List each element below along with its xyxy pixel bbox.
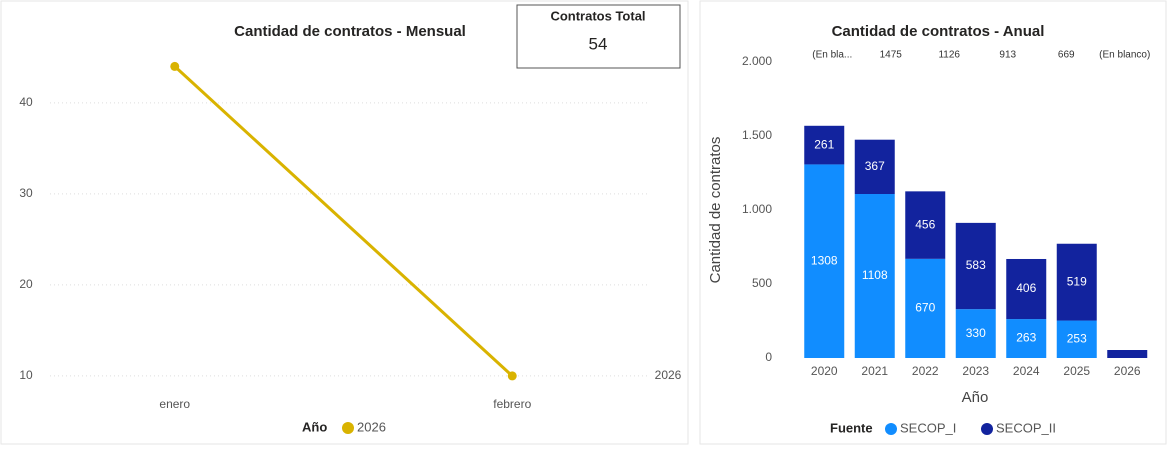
bar-segment xyxy=(854,194,895,358)
card xyxy=(516,4,681,69)
x-tick-label: 2023 xyxy=(962,364,989,378)
bar-segment xyxy=(905,191,946,259)
y-axis-label: Cantidad de contratos xyxy=(707,137,724,284)
series-end-label: 2026 xyxy=(655,368,682,382)
legend-swatch xyxy=(885,423,897,435)
card-value: 54 xyxy=(589,34,608,53)
y-tick-label: 20 xyxy=(19,277,33,291)
legend-swatch xyxy=(981,423,993,435)
y-tick-label: 500 xyxy=(752,276,772,290)
bar-segment xyxy=(955,222,996,310)
bar-segment xyxy=(804,164,845,358)
total-label: (En blanco) xyxy=(1099,50,1150,61)
legend-label: SECOP_I xyxy=(900,420,956,435)
x-tick-label: 2025 xyxy=(1063,364,1090,378)
x-tick-label: 2022 xyxy=(912,364,939,378)
y-tick-label: 30 xyxy=(19,186,33,200)
point xyxy=(507,371,517,381)
bar-segment xyxy=(1107,350,1148,358)
data-label: 330 xyxy=(966,326,986,340)
y-tick-label: 1.000 xyxy=(742,202,772,216)
x-tick-label: 2026 xyxy=(1114,364,1141,378)
y-tick-label: 2.000 xyxy=(742,54,772,68)
data-label: 367 xyxy=(865,159,885,173)
total-label: 1475 xyxy=(880,50,903,61)
bar-segment xyxy=(1056,320,1097,358)
bar-segment xyxy=(1006,319,1047,358)
legend-label: 2026 xyxy=(357,419,386,434)
data-label: 261 xyxy=(814,137,834,151)
bar-segment xyxy=(1056,243,1097,321)
x-tick-label: febrero xyxy=(493,397,531,411)
total-label: 669 xyxy=(1058,50,1075,61)
total-label: (En bla... xyxy=(812,50,852,61)
y-tick-label: 0 xyxy=(765,350,772,364)
data-label: 253 xyxy=(1067,331,1087,345)
data-label: 1108 xyxy=(862,268,888,282)
bar-segment xyxy=(1006,258,1047,320)
bar-segment xyxy=(905,258,946,358)
data-label: 406 xyxy=(1016,281,1036,295)
total-label: 913 xyxy=(999,50,1016,61)
x-axis-label: Año xyxy=(962,389,989,406)
x-tick-label: enero xyxy=(159,397,190,411)
legend-label: SECOP_II xyxy=(996,420,1056,435)
bar-segment xyxy=(804,125,845,165)
x-tick-label: 2020 xyxy=(811,364,838,378)
data-label: 670 xyxy=(915,301,935,315)
data-label: 1308 xyxy=(811,253,838,267)
bar-segment xyxy=(955,309,996,358)
chart-title: Cantidad de contratos - Mensual xyxy=(234,23,466,40)
x-tick-label: 2024 xyxy=(1013,364,1040,378)
line xyxy=(173,65,514,378)
y-tick-label: 10 xyxy=(19,368,33,382)
legend-swatch xyxy=(342,422,354,434)
data-label: 263 xyxy=(1016,331,1036,345)
data-label: 456 xyxy=(915,217,935,231)
y-tick-label: 40 xyxy=(19,95,33,109)
data-label: 583 xyxy=(966,258,986,272)
total-label: 1126 xyxy=(938,50,960,61)
chart-title: Cantidad de contratos - Anual xyxy=(832,23,1045,40)
point xyxy=(170,61,180,71)
legend-title: Año xyxy=(302,419,327,434)
bar-segment xyxy=(854,139,895,195)
card-title: Contratos Total xyxy=(550,8,645,23)
y-tick-label: 1.500 xyxy=(742,128,772,142)
data-label: 519 xyxy=(1067,274,1087,288)
x-tick-label: 2021 xyxy=(861,364,888,378)
legend-title: Fuente xyxy=(830,420,873,435)
